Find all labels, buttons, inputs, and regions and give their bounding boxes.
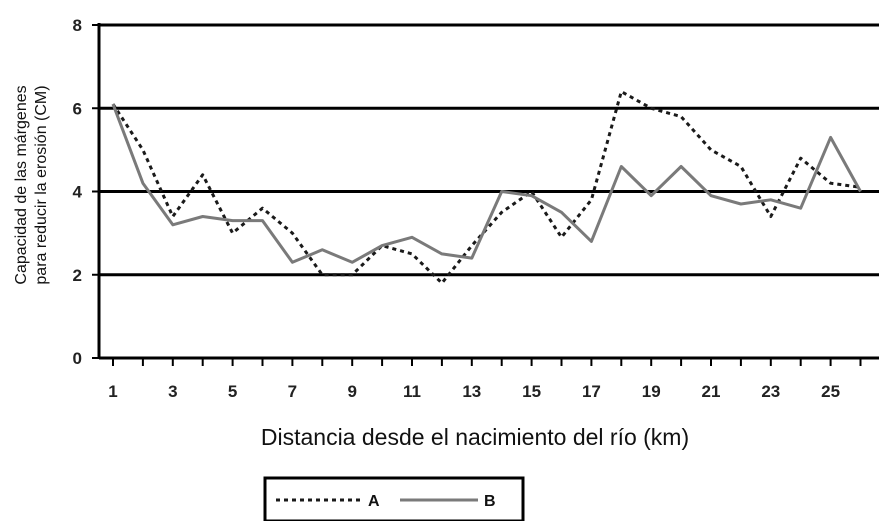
x-tick-label: 25 (821, 382, 840, 401)
series-line-b (111, 103, 862, 264)
x-tick-label: 11 (403, 382, 421, 401)
y-axis-ticks: 0 2 4 6 8 (73, 16, 99, 368)
series-line-a (111, 90, 861, 285)
x-axis-title: Distancia desde el nacimiento del río (k… (261, 424, 689, 450)
x-tick-label: 15 (522, 382, 541, 401)
gridlines (99, 23, 879, 277)
y-axis-title-line-1: Capacidad de las márgenes (13, 85, 30, 284)
x-tick-label: 21 (702, 382, 721, 401)
legend-label-a: A (368, 493, 380, 510)
legend-label-b: B (484, 493, 496, 510)
x-axis-ticks: 1 3 5 7 9 11 13 15 17 19 21 23 25 (108, 358, 862, 401)
y-tick-label: 8 (73, 16, 82, 35)
x-tick-label: 1 (108, 382, 117, 401)
y-tick-label: 6 (73, 99, 82, 118)
legend: A B (263, 476, 525, 521)
y-axis-title-line-2: para reducir la erosión (CM) (33, 85, 50, 284)
x-tick-label: 17 (582, 382, 601, 401)
x-tick-label: 7 (288, 382, 297, 401)
x-tick-label: 5 (228, 382, 237, 401)
y-tick-label: 0 (73, 349, 82, 368)
x-tick-label: 13 (462, 382, 481, 401)
y-tick-label: 2 (73, 266, 82, 285)
x-tick-label: 19 (642, 382, 661, 401)
x-tick-label: 9 (347, 382, 356, 401)
x-tick-label: 3 (168, 382, 177, 401)
y-tick-label: 4 (73, 183, 83, 202)
series-lines (111, 90, 862, 285)
x-tick-label: 23 (761, 382, 780, 401)
